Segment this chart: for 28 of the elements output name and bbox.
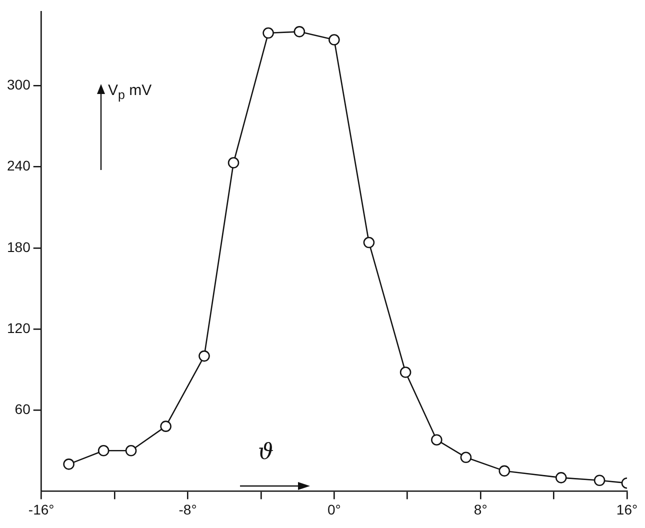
x-tick-label: 16° <box>616 501 638 518</box>
y-tick-label: 300 <box>7 76 31 93</box>
x-axis-title: ϑ <box>258 440 274 465</box>
point <box>160 420 172 432</box>
y-tick-label: 60 <box>14 400 31 417</box>
point <box>228 157 240 168</box>
y-tick-label: 120 <box>7 320 31 336</box>
point <box>294 26 306 38</box>
y-axis-title: V$_{p}$ mV <box>108 82 152 102</box>
point <box>262 27 274 39</box>
point <box>460 452 472 464</box>
x-tick-label: -8° <box>178 501 197 518</box>
y-tick-label: 240 <box>7 158 31 174</box>
point <box>363 236 375 248</box>
point <box>198 350 210 362</box>
x-tick-label: 0° <box>327 501 341 518</box>
point <box>400 366 412 378</box>
point <box>63 458 74 470</box>
point <box>555 472 567 484</box>
y-tick-label: 180 <box>7 238 31 255</box>
point <box>594 474 606 486</box>
x-tick-label: 8° <box>474 501 488 518</box>
point <box>98 445 110 456</box>
point <box>125 445 137 456</box>
point <box>328 34 340 46</box>
point <box>431 434 442 446</box>
x-tick-label: -16° <box>28 501 54 518</box>
point <box>498 465 510 477</box>
